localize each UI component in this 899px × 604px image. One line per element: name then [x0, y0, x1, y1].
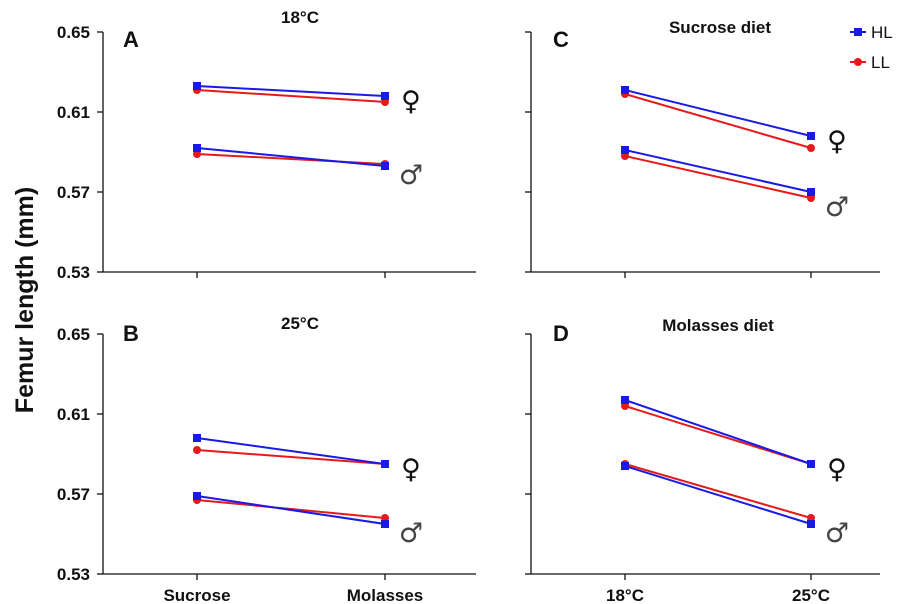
- data-point-square: [193, 492, 201, 500]
- panel-title: Sucrose diet: [669, 18, 771, 37]
- female-symbol-icon: ♀: [401, 454, 421, 485]
- y-axis-label: Femur length (mm): [11, 187, 39, 413]
- x-tick-label: 18°C: [606, 586, 644, 604]
- legend: HL LL: [850, 23, 893, 72]
- data-point-square: [807, 188, 815, 196]
- female-symbol-icon: ♀: [827, 126, 847, 157]
- panel-letter: D: [553, 321, 569, 346]
- x-tick-label: 25°C: [792, 586, 830, 604]
- y-tick-label: 0.53: [57, 565, 90, 584]
- legend-label: HL: [871, 23, 893, 42]
- data-point-square: [807, 460, 815, 468]
- x-tick-label: Molasses: [347, 586, 424, 604]
- legend-marker-circle: [854, 58, 862, 66]
- series-line-hl-female: [196, 437, 386, 465]
- data-point-circle: [193, 446, 201, 454]
- panel-letter: B: [123, 321, 139, 346]
- y-tick-label: 0.57: [57, 485, 90, 504]
- y-tick-label: 0.65: [57, 23, 90, 42]
- female-symbol-icon: ♀: [401, 86, 421, 117]
- data-point-square: [621, 146, 629, 154]
- series-line-hl-male: [196, 147, 386, 167]
- panel-b: 0.53 0.57 0.61 0.65 Sucrose Molasses B 25°C ♀ ♂: [57, 314, 476, 604]
- x-tick-label: Sucrose: [163, 586, 230, 604]
- male-symbol-icon: ♂: [399, 160, 423, 191]
- male-symbol-icon: ♂: [399, 518, 423, 549]
- data-point-square: [807, 520, 815, 528]
- panel-letter: C: [553, 27, 569, 52]
- legend-marker-square: [854, 28, 862, 36]
- panel-title: 25°C: [281, 314, 319, 333]
- y-tick-label: 0.57: [57, 183, 90, 202]
- data-point-square: [621, 396, 629, 404]
- data-point-square: [193, 434, 201, 442]
- data-point-square: [381, 162, 389, 170]
- y-tick-label: 0.61: [57, 103, 90, 122]
- y-tick-label: 0.65: [57, 325, 90, 344]
- series-line-hl-female: [624, 399, 812, 465]
- legend-label: LL: [871, 53, 890, 72]
- data-point-square: [807, 132, 815, 140]
- series-line-hl-female: [624, 89, 812, 137]
- series-line-hl-female: [196, 85, 386, 97]
- panel-a: 0.53 0.57 0.61 0.65 A 18°C ♀ ♂: [57, 8, 476, 282]
- panel-title: 18°C: [281, 8, 319, 27]
- y-tick-label: 0.53: [57, 263, 90, 282]
- series-line-hl-male: [624, 149, 812, 193]
- male-symbol-icon: ♂: [825, 192, 849, 223]
- series-line-ll-male: [624, 155, 812, 199]
- panel-c: C Sucrose diet ♀ ♂: [525, 18, 880, 278]
- data-point-square: [381, 92, 389, 100]
- panels: 0.53 0.57 0.61 0.65 A 18°C ♀ ♂ 0.53 0.57 0.61 0.65 S…: [57, 8, 880, 604]
- data-point-square: [193, 82, 201, 90]
- series-line-hl-male: [196, 495, 386, 525]
- series-line-ll-female: [196, 89, 386, 103]
- panel-d: 18°C 25°C D Molasses diet ♀ ♂: [525, 316, 880, 604]
- data-point-square: [381, 460, 389, 468]
- series-line-hl-male: [624, 465, 812, 525]
- series-line-ll-male: [624, 463, 812, 519]
- series-line-ll-female: [624, 93, 812, 149]
- data-point-square: [381, 520, 389, 528]
- y-tick-label: 0.61: [57, 405, 90, 424]
- panel-title: Molasses diet: [662, 316, 774, 335]
- female-symbol-icon: ♀: [827, 454, 847, 485]
- male-symbol-icon: ♂: [825, 518, 849, 549]
- data-point-square: [193, 144, 201, 152]
- series-line-ll-female: [196, 449, 386, 465]
- data-point-square: [621, 462, 629, 470]
- panel-letter: A: [123, 27, 139, 52]
- data-point-square: [621, 86, 629, 94]
- data-point-circle: [807, 144, 815, 152]
